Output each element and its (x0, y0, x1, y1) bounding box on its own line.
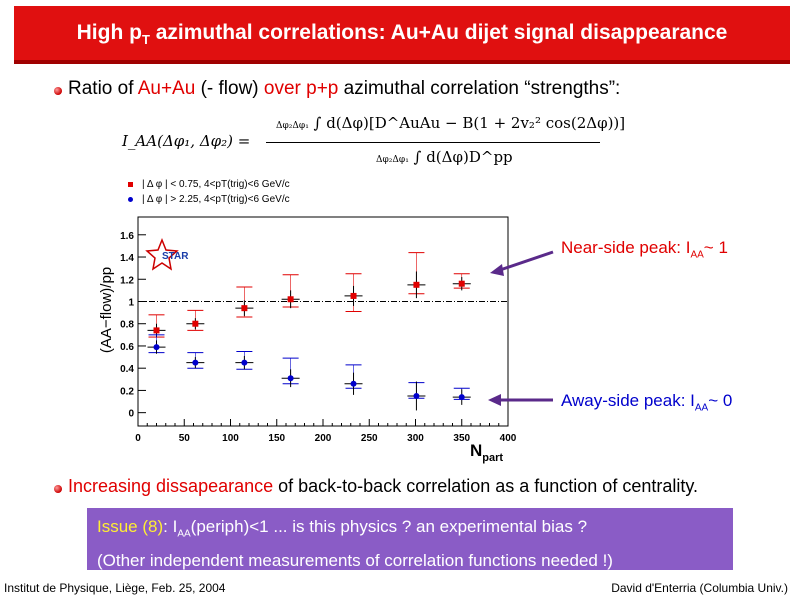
bullet-centrality-text: Increasing dissapearance of back-to-back… (68, 476, 699, 496)
y-tick-label: 0.4 (120, 364, 134, 375)
x-tick-label: 150 (268, 433, 285, 444)
y-tick-label: 1.6 (120, 231, 134, 242)
data-point-near-side (413, 281, 420, 288)
formula-lhs: I_AA(Δφ₁, Δφ₂) = (122, 132, 251, 150)
y-tick-label: 0 (128, 409, 134, 420)
x-tick-label: 0 (135, 433, 141, 444)
y-tick-label: 0.2 (120, 386, 134, 397)
plot-frame (137, 216, 509, 427)
away-side-arrow (488, 394, 553, 406)
footer-venue: Institut de Physique, Liège, Feb. 25, 20… (4, 581, 226, 595)
bullet-icon (54, 87, 62, 95)
issue-box: Issue (8): IAA(periph)<1 ... is this phy… (87, 508, 733, 570)
x-tick-label: 300 (407, 433, 424, 444)
x-tick-label: 400 (500, 433, 517, 444)
data-point-near-side (287, 296, 294, 303)
data-point-away-side (287, 375, 294, 382)
footer-author: David d'Enterria (Columbia Univ.) (611, 581, 788, 595)
issue-line-2: (Other independent measurements of corre… (97, 551, 613, 571)
legend-entry-near: | Δ φ | < 0.75, 4<pT(trig)<6 GeV/c (128, 179, 290, 190)
data-point-near-side (192, 320, 199, 327)
x-tick-label: 350 (453, 433, 470, 444)
data-point-near-side (153, 327, 160, 334)
title-bar: High pT azimuthal correlations: Au+Au di… (14, 6, 790, 64)
data-point-near-side (458, 280, 465, 287)
legend-circle-marker (128, 196, 133, 202)
near-side-arrow (490, 250, 554, 276)
data-point-away-side (458, 394, 465, 401)
issue-line-1: Issue (8): IAA(periph)<1 ... is this phy… (97, 517, 588, 540)
data-point-away-side (153, 344, 160, 351)
y-axis-label: (AA−flow)/pp (98, 267, 115, 353)
data-point-near-side (241, 305, 248, 312)
bullet-ratio-text: Ratio of Au+Au (- flow) over p+p azimuth… (68, 78, 621, 99)
data-point-away-side (350, 380, 357, 387)
y-tick-label: 1 (128, 297, 134, 308)
y-tick-label: 0.6 (120, 342, 134, 353)
slide-title: High pT azimuthal correlations: Au+Au di… (76, 21, 728, 48)
x-tick-label: 100 (222, 433, 239, 444)
data-point-near-side (350, 292, 357, 299)
svg-text:STAR: STAR (162, 251, 189, 262)
y-tick-label: 1.2 (120, 275, 134, 286)
y-tick-label: 0.8 (120, 320, 134, 331)
near-side-annotation: Near-side peak: IAA~ 1 (561, 238, 728, 261)
x-tick-label: 50 (179, 433, 191, 444)
data-point-away-side (241, 359, 248, 366)
x-tick-label: 200 (315, 433, 332, 444)
x-tick-label: 250 (361, 433, 378, 444)
formula-denominator: Δφ₂Δφ₁ ∫ d(Δφ)D^pp (376, 148, 513, 166)
data-point-away-side (413, 392, 420, 399)
iaa-formula: I_AA(Δφ₁, Δφ₂) = Δφ₂Δφ₁ ∫ d(Δφ)[D^AuAu −… (118, 112, 625, 176)
legend-entry-away: | Δ φ | > 2.25, 4<pT(trig)<6 GeV/c (128, 194, 290, 205)
data-point-away-side (192, 359, 199, 366)
legend-square-marker (128, 181, 133, 187)
formula-numerator: Δφ₂Δφ₁ ∫ d(Δφ)[D^AuAu − B(1 + 2v₂² cos(2… (276, 114, 626, 132)
away-side-annotation: Away-side peak: IAA~ 0 (561, 391, 733, 414)
bullet-icon (54, 485, 62, 493)
x-axis-label: Npart (470, 441, 503, 464)
y-tick-label: 1.4 (120, 253, 134, 264)
fraction-bar (266, 142, 600, 143)
star-logo: STAR (145, 237, 189, 271)
